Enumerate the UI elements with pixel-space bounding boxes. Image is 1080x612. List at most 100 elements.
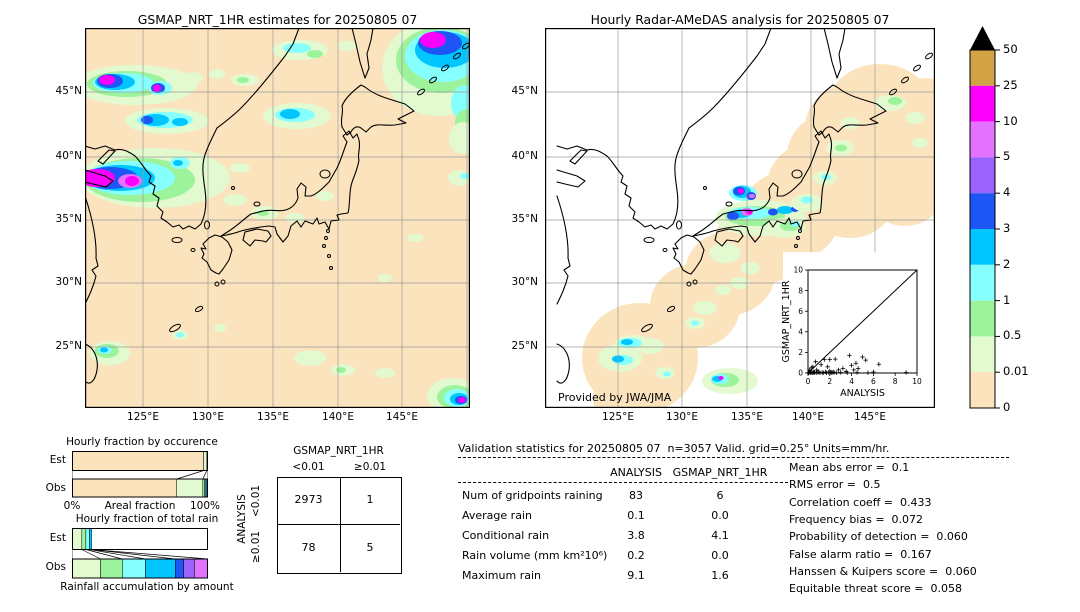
- validation-divider-top: [458, 457, 1009, 458]
- graticule: [545, 28, 935, 408]
- left-map-x-tick: 135°E: [257, 411, 289, 423]
- contingency-row-label-0: <0.01: [250, 484, 262, 518]
- right-map-x-tick: 140°E: [792, 411, 824, 423]
- validation-col-gsmap: GSMAP_NRT_1HR: [672, 466, 768, 479]
- left-map-x-tick: 125°E: [127, 411, 159, 423]
- validation-value-gsmap: 0.0: [711, 509, 729, 522]
- svg-text:8: 8: [798, 286, 803, 295]
- validation-row-label: Num of gridpoints raining: [462, 489, 603, 502]
- colorbar-tick-label: 3: [1003, 221, 1011, 235]
- contingency-table-box: [277, 477, 402, 574]
- svg-text:4: 4: [849, 377, 854, 386]
- left-map-title: GSMAP_NRT_1HR estimates for 20250805 07: [137, 12, 418, 27]
- svg-text:10: 10: [912, 377, 922, 386]
- left-map-x-tick: 130°E: [192, 411, 224, 423]
- scatter-points: [806, 353, 909, 375]
- occurrence-chart-title: Hourly fraction by occurence: [66, 436, 218, 448]
- totalrain-chart-title: Hourly fraction of total rain: [75, 513, 219, 525]
- svg-text:8: 8: [893, 377, 898, 386]
- contingency-col-label-1: ≥0.01: [353, 461, 387, 473]
- contingency-divider-horizontal: [277, 524, 400, 525]
- colorbar-tick-label: 25: [1003, 77, 1018, 92]
- colorbar-tick-label: 5: [1003, 149, 1011, 164]
- connector-line: [91, 549, 176, 560]
- left-map-x-tick: 145°E: [386, 411, 418, 423]
- totalrain-axis-label: Rainfall accumulation by amount: [60, 581, 234, 593]
- rain-shading: [598, 95, 928, 394]
- right-map-x-tick: 130°E: [666, 411, 698, 423]
- svg-text:2: 2: [827, 377, 832, 386]
- svg-text:2: 2: [798, 348, 803, 357]
- validation-value-analysis: 3.8: [627, 529, 645, 542]
- svg-text:4: 4: [798, 328, 803, 337]
- bar-est: [72, 528, 208, 550]
- totalrain-stacked-bars: [72, 528, 208, 579]
- validation-title: Validation statistics for 20250805 07 n=…: [458, 442, 890, 455]
- validation-value-analysis: 9.1: [627, 569, 645, 582]
- left-map-x-tick: 140°E: [322, 411, 354, 423]
- right-map-x-tick: 135°E: [731, 411, 763, 423]
- occurrence-axis-0: 0%: [63, 500, 81, 512]
- occurrence-row-label-obs: Obs: [45, 482, 66, 494]
- left-map-y-tick: 30°N: [55, 276, 82, 288]
- contingency-col-label-0: <0.01: [292, 461, 325, 473]
- coastlines: [556, 28, 935, 384]
- contingency-cell-10: 78: [301, 541, 316, 554]
- right-map-y-tick: 30°N: [511, 276, 538, 288]
- colorbar-tick-label: 10: [1003, 113, 1018, 128]
- contingency-cell-01: 1: [366, 493, 374, 506]
- right-map-y-tick: 25°N: [511, 340, 538, 352]
- validation-value-gsmap: 0.0: [711, 549, 729, 562]
- map-credit: Provided by JWA/JMA: [558, 391, 672, 404]
- connector-line: [85, 549, 123, 560]
- right-map-x-tick: 125°E: [602, 411, 634, 423]
- colorbar-tick-label: 0.5: [1003, 328, 1022, 343]
- left-map-y-tick: 45°N: [55, 85, 82, 97]
- validation-score: Mean abs error = 0.1: [789, 461, 910, 474]
- radar-amedas-precip-map: 0 2 4 6 8 10 0 2 4 6 8 10 ANALYSIS GSMAP_NRT_1HR: [545, 28, 935, 408]
- colorbar-tick-label: 2: [1003, 256, 1011, 271]
- contingency-cell-00: 2973: [294, 493, 323, 506]
- left-map-y-tick: 40°N: [55, 150, 82, 162]
- validation-value-gsmap: 1.6: [711, 569, 729, 582]
- connector-line: [89, 549, 146, 560]
- occurrence-axis-100: 100%: [189, 500, 221, 512]
- validation-row-label: Conditional rain: [462, 529, 550, 542]
- rain-shading: [85, 28, 470, 408]
- occurrence-axis-label: Areal fraction: [104, 500, 176, 512]
- right-map-title: Hourly Radar-AMeDAS analysis for 2025080…: [590, 12, 890, 27]
- validation-score: Probability of detection = 0.060: [789, 530, 968, 544]
- validation-score: Correlation coeff = 0.433: [789, 495, 932, 509]
- bar-obs: [72, 478, 208, 498]
- right-map-x-tick: 145°E: [854, 411, 886, 423]
- svg-text:0: 0: [798, 369, 803, 378]
- inset-ylabel: GSMAP_NRT_1HR: [781, 280, 792, 362]
- validation-value-analysis: 83: [629, 489, 643, 502]
- svg-text:6: 6: [871, 377, 876, 386]
- contingency-row-label-1: ≥0.01: [250, 530, 262, 564]
- validation-score: RMS error = 0.5: [789, 478, 881, 492]
- colorbar-tick-label: 0: [1003, 400, 1011, 414]
- contingency-col-group-label: GSMAP_NRT_1HR: [293, 445, 384, 457]
- inset-xlabel: ANALYSIS: [840, 388, 885, 399]
- validation-score: Equitable threat score = 0.058: [789, 582, 962, 596]
- colorbar-tick-label: 4: [1003, 185, 1011, 200]
- colorbar-tick-label: 0.01: [1003, 364, 1029, 379]
- validation-row-label: Rain volume (mm km²10⁶): [462, 549, 608, 562]
- validation-score: Frequency bias = 0.072: [789, 512, 924, 526]
- connector-line: [176, 470, 204, 480]
- svg-text:10: 10: [793, 266, 803, 275]
- inset-scatter: 0 2 4 6 8 10 0 2 4 6 8 10 ANALYSIS GSMAP_NRT_1HR: [781, 252, 934, 407]
- validation-value-gsmap: 6: [716, 489, 724, 502]
- colorbar: [969, 26, 1000, 409]
- colorbar-tick-label: 50: [1003, 42, 1018, 56]
- connector-line: [202, 470, 208, 480]
- coastlines: [85, 28, 470, 384]
- right-map-y-tick: 35°N: [511, 213, 538, 225]
- occurrence-stacked-bars: [72, 451, 208, 498]
- validation-value-analysis: 0.1: [627, 509, 645, 522]
- left-map-y-tick: 35°N: [55, 213, 82, 225]
- contingency-row-group-label: ANALYSIS: [236, 494, 248, 544]
- right-map-y-tick: 40°N: [511, 150, 538, 162]
- right-map-y-tick: 45°N: [511, 85, 538, 97]
